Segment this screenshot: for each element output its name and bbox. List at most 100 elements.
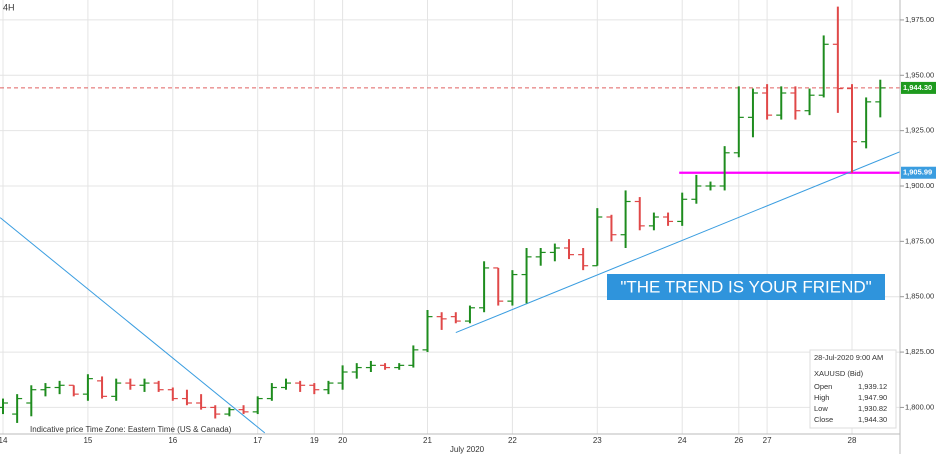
ohlc-bar [847, 84, 857, 173]
ohlc-bar [507, 270, 518, 306]
ohlc-bar [436, 312, 447, 330]
ohlc-bar [125, 378, 136, 390]
ohlc-bar [26, 385, 37, 417]
info-value: 1,930.82 [858, 404, 887, 413]
info-date: 28-Jul-2020 9:00 AM [814, 353, 883, 362]
x-tick-label: 28 [848, 436, 857, 445]
ohlc-bar [677, 192, 688, 226]
ohlc-bar [181, 389, 192, 406]
ohlc-bar [111, 378, 122, 401]
ohlc-bar [82, 374, 93, 401]
ohlc-bar [620, 190, 631, 248]
x-tick-label: 15 [83, 436, 92, 445]
trend-line [455, 151, 901, 334]
info-label: Open [814, 382, 832, 391]
info-rows: Open 1,939.12 High 1,947.90 Low 1,930.82 Close… [814, 382, 887, 424]
ohlc-bar [252, 396, 263, 415]
price-label: 1,905.99 [903, 168, 932, 177]
info-value: 1,947.90 [858, 393, 887, 402]
ohlc-bar [365, 360, 376, 372]
y-tick-label: 1,800.00 [905, 402, 934, 411]
info-symbol: XAUUSD (Bid) [814, 369, 864, 378]
ohlc-bar [281, 378, 291, 390]
ohlc-bar [875, 79, 886, 118]
ohlc-bar [663, 212, 674, 226]
ohlc-bar [648, 212, 659, 231]
ohlc-bar [295, 380, 306, 392]
info-value: 1,939.12 [858, 382, 887, 391]
ohlc-bar [337, 365, 348, 390]
y-tick-label: 1,900.00 [905, 181, 934, 190]
ohlc-bar [747, 88, 758, 138]
ohlc-bar [40, 383, 51, 397]
ohlc-bar [479, 261, 490, 313]
info-label: High [814, 393, 829, 402]
x-tick-label: 19 [310, 436, 319, 445]
ohlc-bar [394, 363, 405, 370]
ohlc-bar [450, 312, 461, 324]
x-tick-label: 24 [678, 436, 687, 445]
x-tick-label: 14 [0, 436, 8, 445]
annotation: "THE TREND IS YOUR FRIEND" [620, 277, 871, 296]
ohlc-bar [634, 197, 645, 231]
ohlc-bar [97, 376, 108, 399]
x-axis-label: July 2020 [450, 445, 485, 454]
info-label: Low [814, 404, 828, 413]
ohlc-bar [733, 86, 744, 158]
x-tick-label: 26 [734, 436, 743, 445]
info-label: Close [814, 415, 833, 424]
trend-line [0, 217, 266, 434]
y-tick-label: 1,975.00 [905, 15, 934, 24]
ohlc-bar [790, 86, 801, 120]
x-tick-label: 16 [168, 436, 177, 445]
ohlc-bar [12, 394, 23, 423]
ohlc-bar [818, 35, 829, 98]
ohlc-bar [0, 398, 8, 415]
x-tick-label: 21 [423, 436, 432, 445]
ohlc-bar [139, 378, 150, 392]
price-label-box [901, 81, 936, 94]
ohlc-bar [351, 363, 362, 379]
y-tick-label: 1,825.00 [905, 347, 934, 356]
y-tick-label: 1,950.00 [905, 70, 934, 79]
y-tick-label: 1,875.00 [905, 236, 934, 245]
ohlc-bar [592, 208, 603, 267]
x-tick-label: 17 [253, 436, 262, 445]
ohlc-bar [380, 363, 391, 370]
ohlc-bar [493, 267, 504, 306]
y-tick-label: 1,850.00 [905, 292, 934, 301]
ohlc-bar [776, 86, 787, 120]
ohlc-bar [153, 380, 164, 392]
info-panel: 28-Jul-2020 9:00 AM XAUUSD (Bid) Open 1,9… [809, 349, 897, 429]
ohlc-bar [167, 387, 178, 401]
ohlc-bar [238, 405, 249, 415]
ohlc-bar [68, 384, 79, 397]
chart-title: 4H [3, 2, 15, 12]
info-box [809, 349, 897, 429]
ohlc-bar [564, 239, 574, 260]
ohlc-bar [691, 174, 702, 204]
x-tick-label: 20 [338, 436, 347, 445]
x-tick-label: 27 [763, 436, 772, 445]
ohlc-bar [705, 181, 716, 191]
ohlc-bar [464, 305, 475, 324]
price-label: 1,944.30 [903, 83, 932, 92]
ohlc-bar [196, 394, 207, 410]
price-label-box [901, 166, 936, 179]
ohlc-bar [224, 407, 235, 417]
ohlc-bar [578, 248, 589, 271]
ohlc-bar [762, 84, 773, 120]
ohlc-bar [54, 380, 65, 395]
ohlc-bar [549, 243, 560, 262]
ohlc-bar [210, 405, 221, 419]
plot [0, 6, 901, 434]
info-value: 1,944.30 [858, 415, 887, 424]
y-tick-label: 1,925.00 [905, 126, 934, 135]
footnote: Indicative price Time Zone: Eastern Time… [30, 425, 232, 434]
ohlc-bar [521, 248, 532, 304]
ohlc-bar [804, 88, 815, 116]
x-tick-label: 22 [508, 436, 517, 445]
